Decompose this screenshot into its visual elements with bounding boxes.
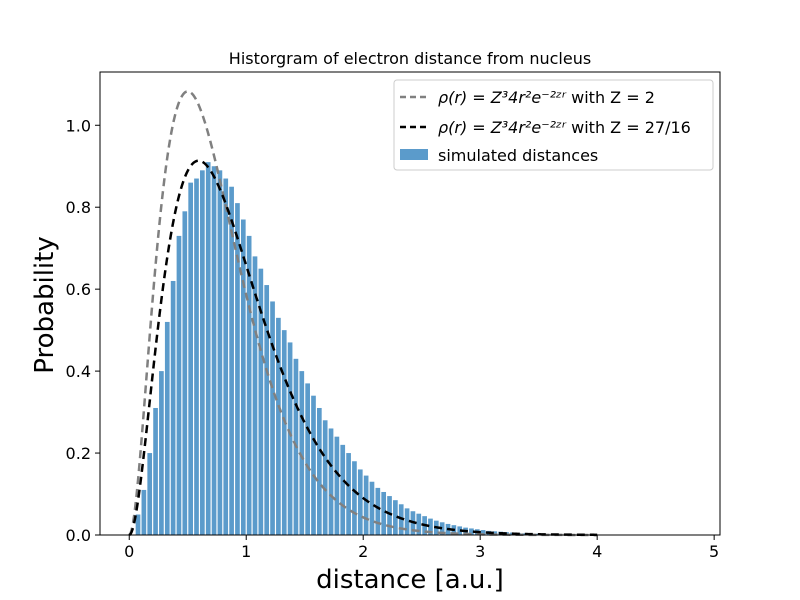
histogram-bar — [416, 513, 422, 535]
histogram-bar — [270, 301, 275, 535]
histogram-bar — [317, 407, 322, 535]
histogram-bar — [381, 491, 387, 535]
legend-label-histogram: simulated distances — [438, 146, 598, 165]
histogram-bar — [176, 235, 182, 535]
histogram-bar — [211, 166, 217, 535]
x-axis-ticks: 0 1 2 3 4 5 — [124, 535, 719, 561]
x-tick-label: 1 — [241, 542, 251, 561]
histogram-bar — [287, 342, 293, 535]
histogram-bar — [164, 321, 170, 535]
histogram-bar — [299, 371, 305, 535]
histogram-bar — [240, 219, 246, 535]
y-axis-title: Probability — [30, 236, 60, 373]
histogram-bar — [276, 317, 281, 535]
histogram-bar — [363, 475, 369, 535]
histogram-bar — [480, 530, 486, 535]
histogram-bar — [328, 428, 334, 535]
histogram-bar — [252, 256, 258, 535]
histogram-bar — [311, 395, 316, 535]
legend-math-z2: ρ(r) = Z³4r²e⁻²ᶻʳ — [438, 88, 567, 107]
histogram-bar — [305, 383, 310, 535]
histogram-bar — [439, 522, 445, 535]
legend-math-z27-16: ρ(r) = Z³4r²e⁻²ᶻʳ — [438, 118, 567, 137]
y-tick-label: 0.8 — [66, 198, 91, 217]
histogram-bar — [235, 203, 240, 535]
histogram-bar — [194, 178, 199, 535]
y-tick-label: 0.0 — [66, 526, 91, 545]
histogram-bar — [188, 182, 193, 536]
histogram-bar — [182, 211, 188, 535]
histogram-bar — [369, 481, 375, 535]
histogram-bar — [428, 518, 433, 535]
y-tick-label: 0.2 — [66, 444, 91, 463]
histogram-bar — [346, 453, 351, 535]
x-axis-title: distance [a.u.] — [316, 565, 504, 595]
histogram-bar — [322, 420, 328, 535]
histogram-bar — [153, 407, 158, 535]
histogram-bar — [141, 489, 147, 535]
histogram-bars — [135, 162, 597, 536]
histogram-bar — [357, 469, 363, 535]
histogram-bar — [469, 528, 474, 535]
y-tick-label: 1.0 — [66, 116, 91, 135]
histogram-bar — [223, 178, 229, 535]
histogram-bar — [492, 531, 498, 535]
histogram-bar — [229, 186, 234, 536]
histogram-bar — [200, 170, 205, 535]
x-tick-label: 0 — [124, 542, 134, 561]
x-tick-label: 4 — [592, 542, 602, 561]
y-axis-ticks: 0.0 0.2 0.4 0.6 0.8 1.0 — [66, 116, 100, 545]
histogram-bar — [404, 508, 410, 535]
histogram-bar — [258, 268, 264, 535]
histogram-bar — [217, 170, 223, 535]
histogram-bar — [147, 453, 153, 535]
plot-frame — [99, 71, 721, 536]
legend-swatch-histogram — [400, 149, 428, 160]
legend-box — [393, 79, 714, 171]
legend-label-z27-16: ρ(r) = Z³4r²e⁻²ᶻʳ with Z = 27/16 — [438, 118, 691, 137]
legend-label-z2: ρ(r) = Z³4r²e⁻²ᶻʳ with Z = 2 — [438, 88, 655, 107]
histogram-bar — [521, 533, 527, 535]
histogram-bar — [387, 496, 392, 535]
histogram-bar — [246, 235, 252, 535]
density-curve-z27-16 — [128, 159, 598, 537]
chart-title: Historgram of electron distance from nuc… — [229, 49, 591, 68]
histogram-bar — [340, 444, 346, 535]
legend-suffix-z27-16: with Z = 27/16 — [566, 118, 691, 137]
histogram-bar — [135, 514, 141, 535]
legend-suffix-z2: with Z = 2 — [566, 88, 655, 107]
y-tick-label: 0.4 — [66, 362, 91, 381]
histogram-bar — [264, 285, 270, 535]
histogram-bar — [334, 436, 340, 535]
x-tick-label: 3 — [475, 542, 485, 561]
histogram-bar — [352, 461, 357, 535]
histogram-bar — [457, 526, 463, 535]
x-tick-label: 2 — [358, 542, 368, 561]
x-tick-label: 5 — [709, 542, 719, 561]
legend: ρ(r) = Z³4r²e⁻²ᶻʳ with Z = 2 ρ(r) = Z³4r… — [393, 79, 714, 171]
y-tick-label: 0.6 — [66, 280, 91, 299]
histogram-bar — [393, 500, 398, 535]
histogram-bar — [170, 280, 176, 535]
histogram-bar — [159, 371, 164, 535]
histogram-bar — [375, 487, 381, 535]
histogram-bar — [205, 162, 211, 535]
histogram-bar — [281, 330, 287, 535]
